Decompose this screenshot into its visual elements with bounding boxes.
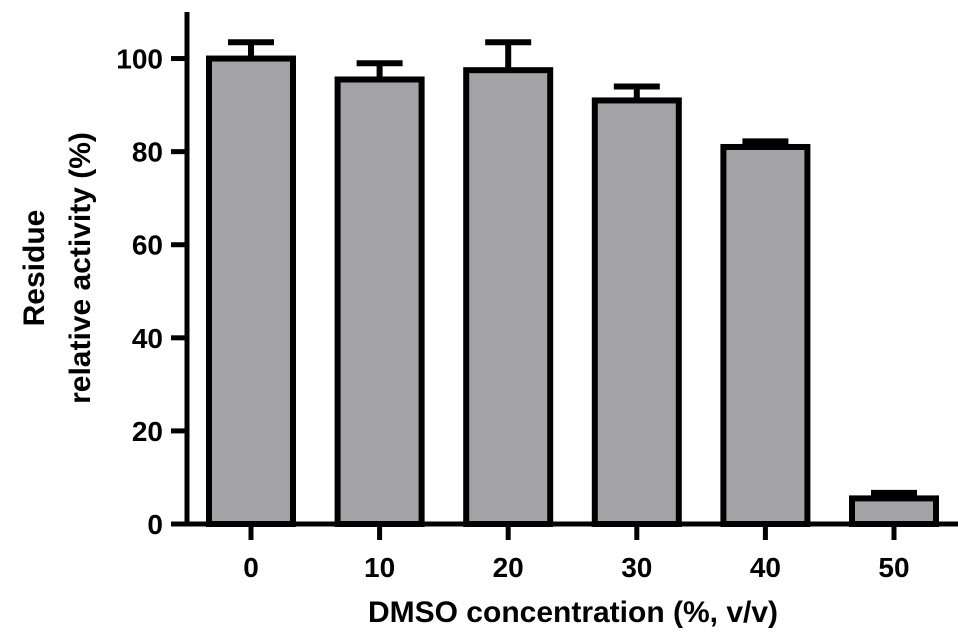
y-tick-label-60: 60 [132,230,163,261]
bars-group [206,55,939,528]
bar-50 [849,495,939,527]
x-axis-title: DMSO concentration (%, v/v) [368,596,778,629]
x-tick-label-20: 20 [493,552,524,583]
y-tick-label-40: 40 [132,323,163,354]
y-tick-label-0: 0 [147,509,163,540]
y-tick-label-80: 80 [132,137,163,168]
y-axis-title-line-1: Residue [18,210,51,327]
x-tick-label-50: 50 [878,552,909,583]
bar-10 [334,76,425,527]
y-tick-label-20: 20 [132,416,163,447]
bar-20 [463,67,554,527]
y-axis-title: Residue relative activity (%) [18,132,97,404]
bar-0 [206,55,296,528]
x-tick-label-0: 0 [243,552,259,583]
x-tick-label-10: 10 [364,552,395,583]
y-tick-label-100: 100 [116,44,163,75]
error-bars-group [228,39,917,499]
axes-group [184,12,958,527]
y-ticks-group: 0 20 40 60 80 100 [116,44,187,540]
x-ticks-group: 0 10 20 30 40 50 [243,524,910,583]
x-tick-label-40: 40 [750,552,781,583]
x-tick-label-30: 30 [621,552,652,583]
bar-30 [591,97,682,527]
y-axis-title-line-2: relative activity (%) [64,132,97,404]
bar-40 [720,143,811,527]
